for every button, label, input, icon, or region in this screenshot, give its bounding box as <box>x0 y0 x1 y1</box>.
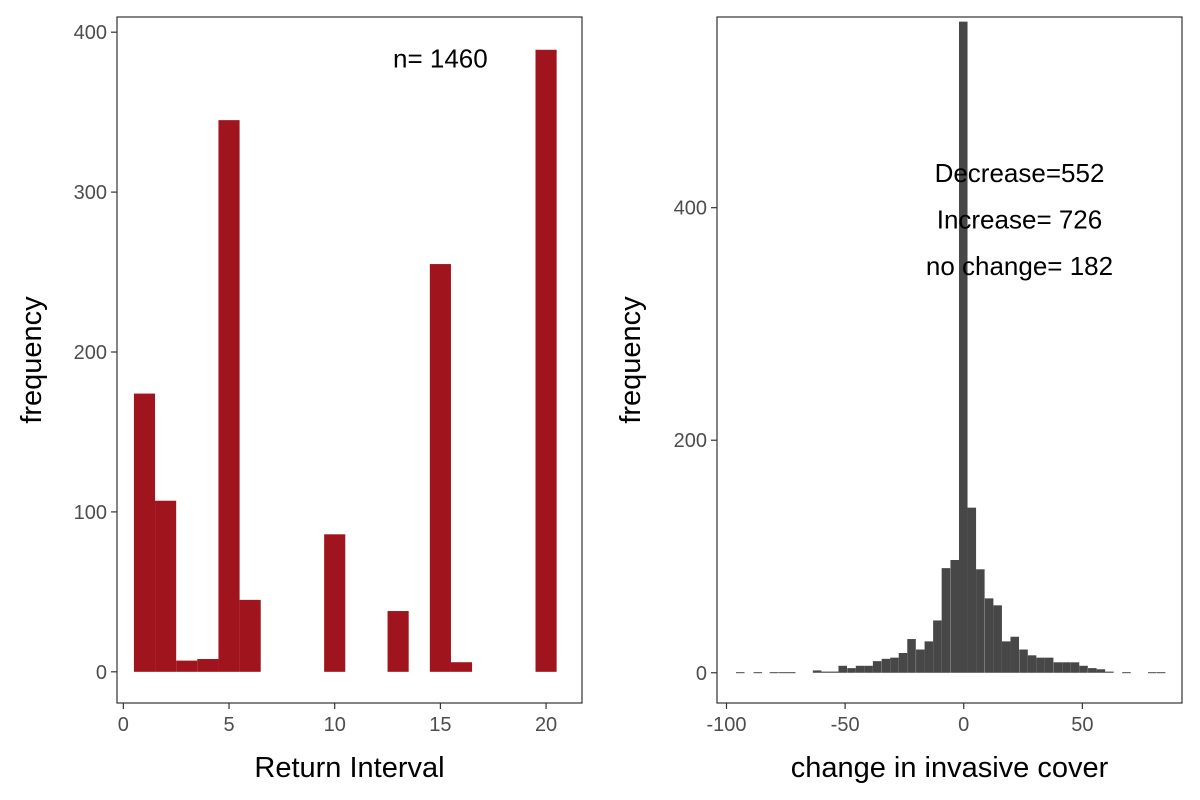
right-histogram-bar <box>967 507 977 673</box>
right-histogram-bar <box>872 661 882 673</box>
right-histogram-bar <box>958 21 968 673</box>
left-y-axis: 0 100 200 300 400 <box>74 22 117 684</box>
right-histogram-bar <box>1105 671 1114 673</box>
left-y-tick-label: 200 <box>74 342 107 364</box>
left-x-tick-label: 15 <box>429 714 451 736</box>
left-x-tick-label: 20 <box>535 714 557 736</box>
left-y-tick-label: 100 <box>74 502 107 524</box>
right-histogram-bar <box>890 657 899 673</box>
left-panel-border <box>116 16 583 704</box>
right-histogram-panel: -100 -50 0 50 0 200 400 Decrease=552 Increase=… <box>615 16 1183 784</box>
left-histogram-panel: 0 5 10 15 20 0 100 200 300 400 n= 1460 Return In… <box>16 16 583 784</box>
right-histogram-bar <box>1070 662 1080 673</box>
left-histogram-bar <box>197 659 219 672</box>
right-histogram-bar <box>847 668 856 673</box>
right-x-tick-label: -100 <box>706 714 746 736</box>
right-x-axis: -100 -50 0 50 <box>706 703 1093 736</box>
left-x-tick-label: 0 <box>118 714 129 736</box>
right-histogram-bar <box>829 671 839 673</box>
right-y-axis-title: frequency <box>615 296 647 424</box>
right-histogram-bar <box>941 568 951 673</box>
left-x-tick-label: 5 <box>223 714 234 736</box>
left-histogram-bar <box>176 660 198 672</box>
left-histogram-bar <box>324 534 346 672</box>
right-histogram-bar <box>1010 636 1020 673</box>
right-histogram-bar <box>1079 665 1088 673</box>
right-x-axis-title: change in invasive cover <box>791 752 1109 784</box>
right-histogram-bar <box>821 671 830 673</box>
right-histogram-bar <box>881 658 891 673</box>
right-count-annotation: Decrease=552 <box>935 158 1105 188</box>
right-histogram-bar <box>1096 669 1106 673</box>
right-histogram-bar <box>1122 672 1131 674</box>
right-histogram-bar <box>1036 657 1045 673</box>
left-histogram-bar <box>387 611 409 672</box>
left-x-axis: 0 5 10 15 20 <box>118 703 557 736</box>
right-histogram-bar <box>1062 662 1071 673</box>
left-histogram-bar <box>535 49 557 672</box>
right-histogram-bar <box>1053 662 1063 673</box>
left-histogram-bar <box>218 120 240 672</box>
left-x-tick-label: 10 <box>324 714 346 736</box>
right-histogram-bar <box>933 620 942 673</box>
right-histogram-bar <box>984 598 994 673</box>
right-histogram-bar <box>838 665 848 673</box>
left-y-axis-title: frequency <box>16 296 48 424</box>
right-x-tick-label: 0 <box>958 714 969 736</box>
right-y-tick-label: 200 <box>674 430 707 452</box>
right-bars <box>735 21 1166 674</box>
right-histogram-bar <box>924 641 934 673</box>
right-annotations: Decrease=552 Increase= 726 no change= 182 <box>926 158 1113 281</box>
right-histogram-bar <box>1088 668 1097 673</box>
right-histogram-bar <box>907 639 916 673</box>
left-bars <box>133 49 557 672</box>
right-histogram-bar <box>976 569 985 673</box>
right-histogram-bar <box>778 672 787 674</box>
right-histogram-bar <box>1044 657 1054 673</box>
left-histogram-bar <box>155 500 177 672</box>
right-histogram-bar <box>1148 672 1157 674</box>
right-histogram-bar <box>735 672 745 674</box>
left-histogram-bar <box>450 662 473 672</box>
right-histogram-bar <box>855 665 865 673</box>
right-y-axis: 0 200 400 <box>674 198 717 685</box>
right-histogram-bar <box>993 605 1002 673</box>
right-x-tick-label: 50 <box>1071 714 1093 736</box>
right-histogram-bar <box>769 672 779 674</box>
right-y-tick-label: 400 <box>674 198 707 220</box>
left-x-axis-title: Return Interval <box>254 752 444 784</box>
left-histogram-bar <box>133 393 156 672</box>
right-count-annotation: Increase= 726 <box>937 204 1103 234</box>
left-y-tick-label: 0 <box>96 662 107 684</box>
right-histogram-bar <box>1019 649 1028 673</box>
left-y-tick-label: 300 <box>74 182 107 204</box>
right-histogram-bar <box>1001 641 1011 673</box>
right-panel-border <box>716 16 1183 704</box>
left-histogram-bar <box>239 599 261 672</box>
left-sample-size-annotation: n= 1460 <box>393 43 488 73</box>
right-histogram-bar <box>864 665 873 673</box>
right-count-annotation: no change= 182 <box>926 251 1113 281</box>
right-y-tick-label: 0 <box>696 663 707 685</box>
right-histogram-bar <box>786 672 796 674</box>
right-x-tick-label: -50 <box>831 714 860 736</box>
right-histogram-bar <box>916 649 925 673</box>
right-histogram-bar <box>950 559 959 673</box>
left-histogram-bar <box>429 264 451 672</box>
right-histogram-bar <box>898 653 908 673</box>
right-histogram-bar <box>812 670 822 673</box>
right-histogram-bar <box>1156 672 1166 674</box>
right-histogram-bar <box>753 672 763 674</box>
left-y-tick-label: 400 <box>74 22 107 44</box>
right-histogram-bar <box>1027 655 1037 673</box>
